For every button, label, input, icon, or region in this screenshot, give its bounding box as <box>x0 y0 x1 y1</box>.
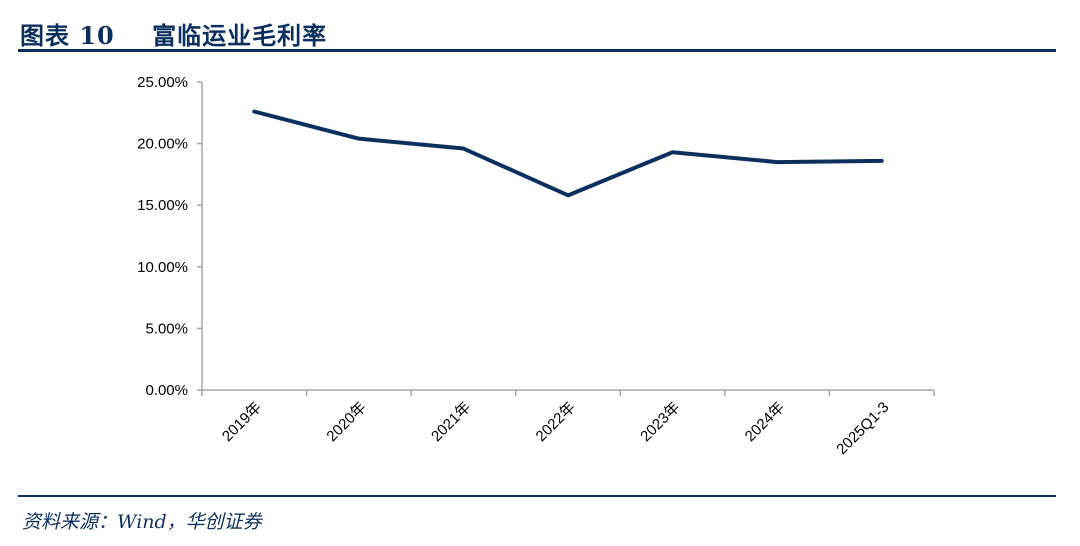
y-tick-label: 15.00% <box>137 197 188 214</box>
source-note: 资料来源：Wind，华创证券 <box>22 511 262 533</box>
y-tick-label: 10.00% <box>137 259 188 276</box>
series-line-gross-margin <box>252 109 884 198</box>
line-chart: 0.00% 5.00% 10.00% 15.00% 20.00% 25.00% 2019年 2… <box>137 74 935 458</box>
x-tick-label: 2025Q1-3 <box>833 399 892 458</box>
title-bar: 图表 10 富临运业毛利率 <box>18 10 1056 50</box>
x-tick-label: 2024年 <box>742 399 788 445</box>
y-tick-label: 0.00% <box>145 382 188 399</box>
y-tick-label: 20.00% <box>137 136 188 153</box>
header-rule <box>18 49 1056 52</box>
figure-title: 图表 10 富临运业毛利率 <box>20 21 328 50</box>
x-tick-label: 2023年 <box>637 399 683 445</box>
x-tick-label: 2020年 <box>323 399 369 445</box>
y-tick-label: 5.00% <box>145 320 188 337</box>
x-tick-label: 2021年 <box>428 399 474 445</box>
x-tick-label: 2022年 <box>533 399 579 445</box>
y-tick-label: 25.00% <box>137 74 188 91</box>
x-tick-label: 2019年 <box>219 399 265 445</box>
footer-rule <box>18 495 1056 497</box>
